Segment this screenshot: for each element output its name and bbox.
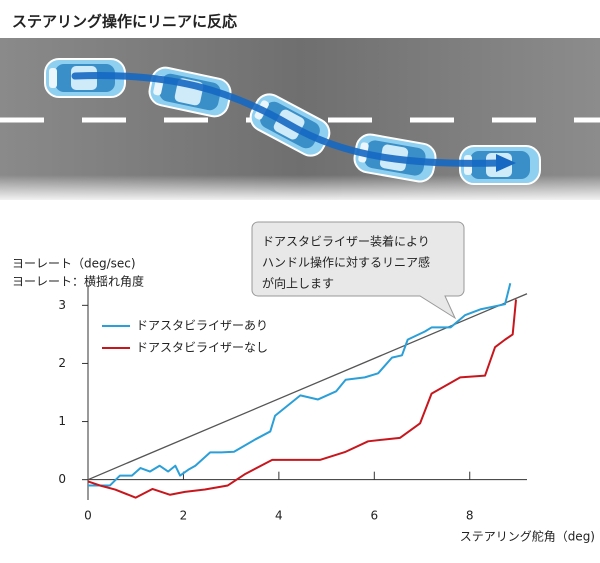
y-tick-label: 0 xyxy=(58,472,66,486)
legend-label: ドアスタビライザーあり xyxy=(136,319,268,333)
y-tick-label: 2 xyxy=(58,356,66,370)
y-tick-label: 3 xyxy=(58,298,66,312)
callout-line: が向上します xyxy=(262,276,334,291)
x-axis-label: ステアリング舵角（deg) xyxy=(460,529,595,544)
series-line xyxy=(87,299,518,499)
x-tick-label: 6 xyxy=(370,509,378,523)
x-tick-label: 0 xyxy=(84,509,92,523)
x-tick-label: 8 xyxy=(466,509,474,523)
series-line xyxy=(88,283,512,487)
callout-line: ドアスタビライザー装着により xyxy=(262,234,430,249)
callout-line: ハンドル操作に対するリニア感 xyxy=(262,255,430,270)
title: ステアリング操作にリニアに反応 xyxy=(12,13,237,31)
legend-label: ドアスタビライザーなし xyxy=(136,341,268,355)
y-tick-label: 1 xyxy=(58,414,66,428)
y-axis-note: ヨーレート：横揺れ角度 xyxy=(12,274,144,289)
callout xyxy=(251,221,465,320)
x-tick-label: 4 xyxy=(275,509,283,523)
arrow-head xyxy=(496,154,516,172)
path-arrow xyxy=(71,72,504,167)
x-tick-label: 2 xyxy=(180,509,188,523)
y-axis-label: ヨーレート（deg/sec) xyxy=(12,257,136,271)
